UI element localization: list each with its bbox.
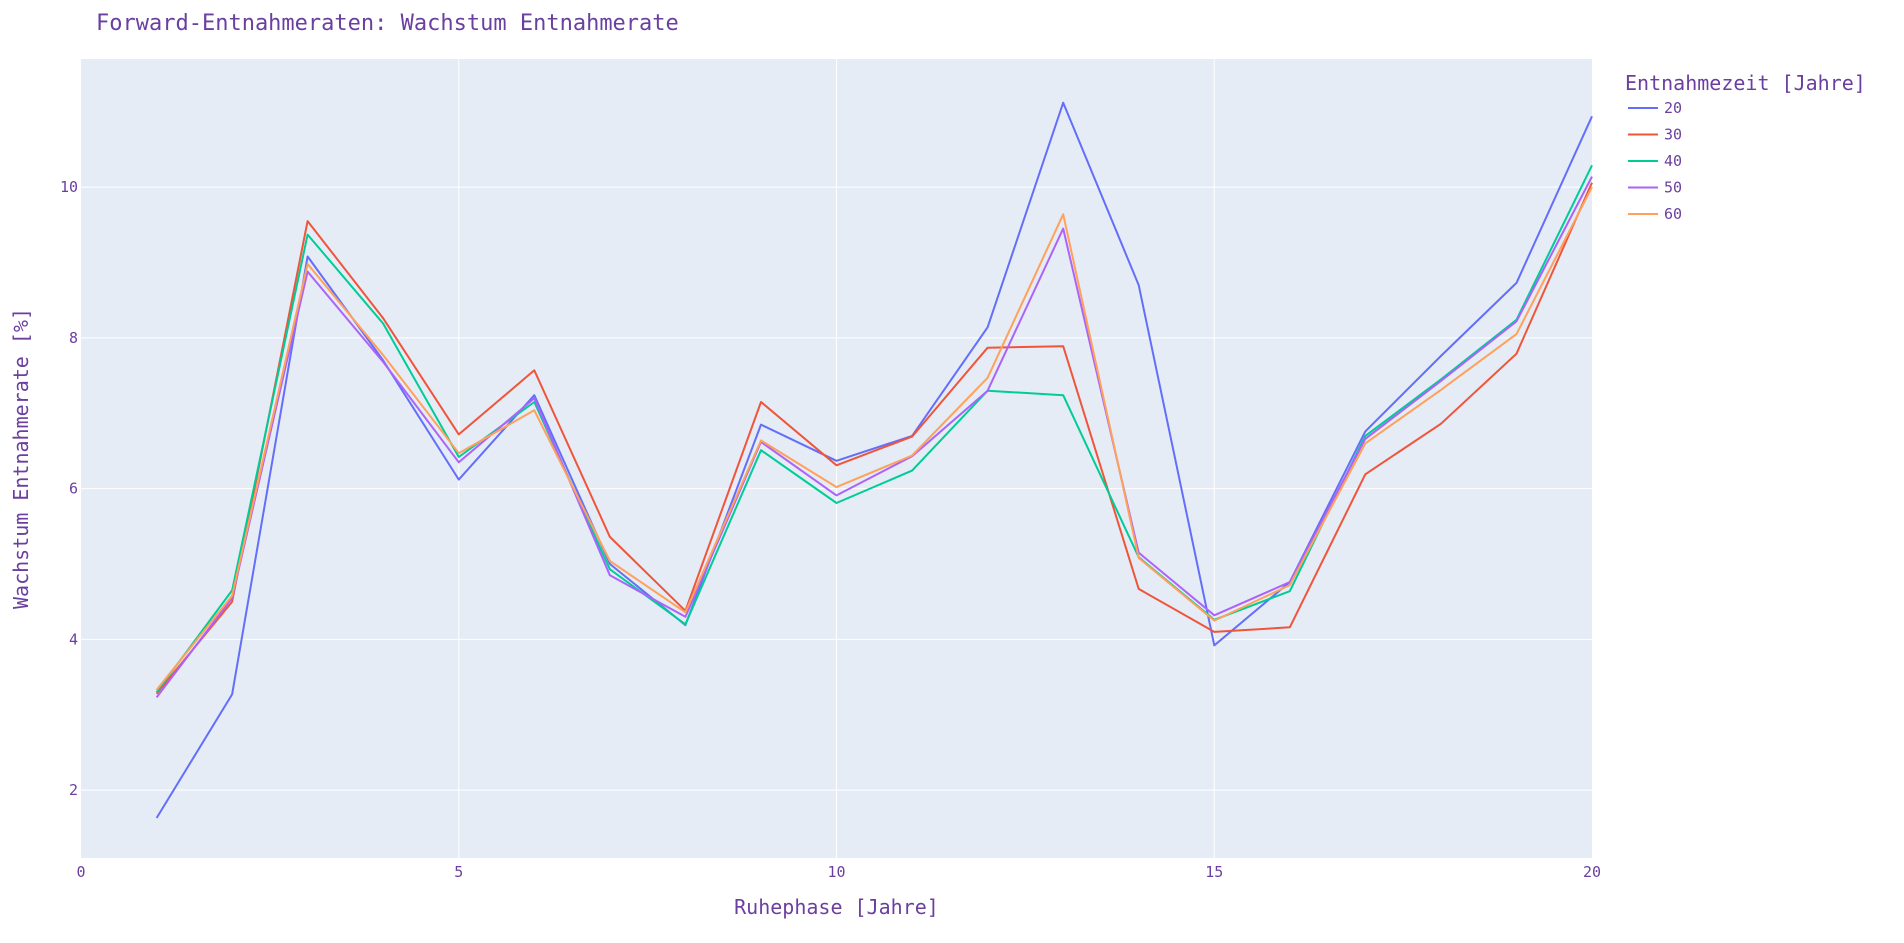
y-axis-title: Wachstum Entnahmerate [%]: [9, 308, 33, 609]
y-tick-label: 8: [69, 329, 78, 347]
x-tick-label: 10: [827, 863, 845, 881]
legend-item-30[interactable]: 30: [1664, 126, 1682, 144]
series-group: [155, 101, 1593, 819]
x-axis-title: Ruhephase [Jahre]: [734, 895, 939, 919]
series-line-50: [155, 176, 1593, 699]
y-tick-label: 4: [69, 630, 78, 648]
legend-item-50[interactable]: 50: [1664, 179, 1682, 197]
series-line-30: [155, 182, 1593, 695]
x-tick-label: 15: [1205, 863, 1223, 881]
x-tick-label: 5: [454, 863, 463, 881]
legend-title: Entnahmezeit [Jahre]: [1625, 71, 1866, 95]
legend-item-40[interactable]: 40: [1664, 152, 1682, 170]
legend-item-60[interactable]: 60: [1664, 205, 1682, 223]
y-tick-label: 6: [69, 480, 78, 498]
tick-labels: 0 5 10 15 20 2 4 6 8 10: [60, 178, 1601, 881]
y-tick-label: 2: [69, 781, 78, 799]
legend: Entnahmezeit [Jahre] 20 30 40 50 60: [1625, 71, 1866, 223]
legend-item-20[interactable]: 20: [1664, 99, 1682, 117]
y-tick-label: 10: [60, 178, 78, 196]
x-tick-label: 20: [1583, 863, 1601, 881]
series-line-60: [155, 186, 1593, 691]
chart-title: Forward-Entnahmeraten: Wachstum Entnahme…: [96, 11, 679, 36]
x-tick-label: 0: [76, 863, 85, 881]
